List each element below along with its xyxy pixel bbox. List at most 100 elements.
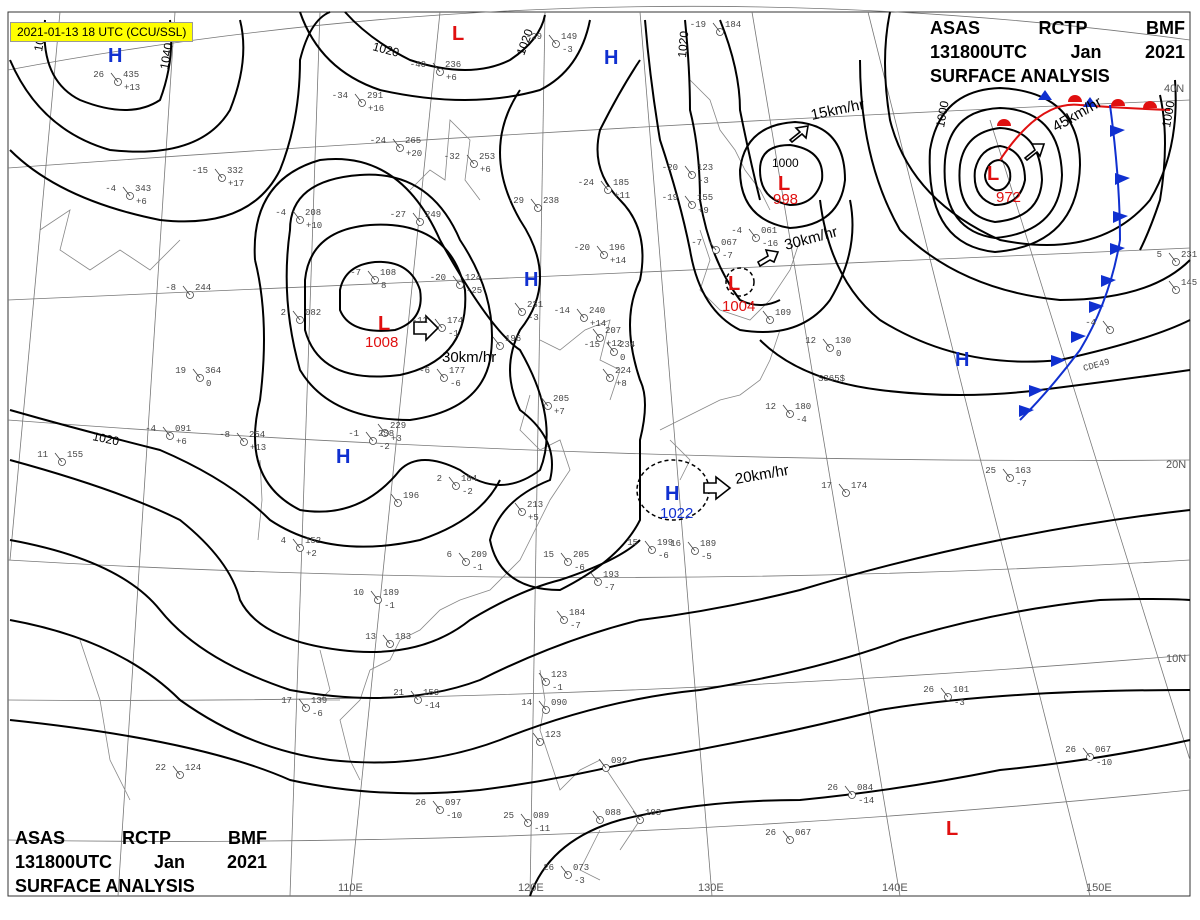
station-pressure: 207 [605, 326, 621, 336]
wind-barb [292, 210, 301, 221]
station-tendency: -1 [448, 329, 459, 339]
station-pressure: 193 [603, 570, 619, 580]
wind-barb [432, 62, 441, 73]
station-plot: -20 123 -3 [662, 163, 713, 186]
station-tendency: -7 [604, 583, 615, 593]
station-tendency: -1 [472, 563, 483, 573]
station-tendency: +6 [136, 197, 147, 207]
station-pressure: 152 [305, 536, 321, 546]
station-pressure: 101 [953, 685, 969, 695]
station-temp: 26 [923, 685, 934, 695]
station-plot: -15 332 +17 [192, 166, 244, 189]
station-plot: 16 189 -5 [670, 539, 716, 562]
header-word: BMF [1145, 18, 1185, 38]
station-temp: -34 [332, 91, 348, 101]
station-plot: -24 185 +11 [578, 178, 630, 201]
wind-barb [712, 22, 721, 33]
front-symbols [997, 90, 1157, 417]
station-pressure: 249 [425, 210, 441, 220]
station-plot: 193-7 [590, 570, 619, 593]
station-pressure: 180 [795, 402, 811, 412]
station-pressure: 265 [405, 136, 421, 146]
station-plot: 4 152 +2 [281, 536, 322, 559]
station-plot: 109 [762, 308, 791, 324]
station-plot: 10 189 -1 [353, 588, 399, 611]
station-temp: -19 [662, 193, 678, 203]
isobar [758, 143, 824, 207]
header-line-2: 131800UTC Jan 2021 [930, 40, 1185, 64]
station-plot: -4 091 +6 [145, 424, 191, 447]
station-temp: -29 [508, 196, 524, 206]
station-pressure: 150 [423, 688, 439, 698]
station-temp: 19 [175, 366, 186, 376]
station-temp: 15 [627, 538, 638, 548]
station-tendency: -10 [446, 811, 462, 821]
wind-barb [466, 154, 475, 165]
wind-barb [412, 212, 421, 223]
station-temp: -7 [350, 268, 361, 278]
station-plot: 207+12 [592, 326, 622, 349]
wind-barb [596, 245, 605, 256]
occluded-front-triangle [1038, 90, 1052, 100]
isobar [9, 689, 1191, 795]
wind-barb [370, 590, 379, 601]
station-tendency: +14 [590, 319, 606, 329]
wind-barb [172, 765, 181, 776]
station-pressure: 205 [553, 394, 569, 404]
isobar [304, 223, 467, 378]
high-center: H [108, 45, 122, 67]
station-pressure: 199 [657, 538, 673, 548]
station-pressure: 240 [589, 306, 605, 316]
station-pressure: 189 [700, 539, 716, 549]
coastline [409, 119, 481, 201]
station-temp: -12 [412, 316, 428, 326]
center-pressure: 1022 [660, 505, 693, 522]
station-temp: 16 [670, 539, 681, 549]
coastline [699, 229, 801, 321]
station-plot: 12 130 0 [805, 336, 851, 359]
header-line-1: ASAS RCTP BMF [930, 16, 1185, 40]
station-temp: -20 [662, 163, 678, 173]
station-temp: -4 [145, 424, 156, 434]
station-plot: 2 184 -2 [437, 474, 478, 497]
low-center: L [987, 163, 999, 185]
station-temp: 4 [281, 536, 286, 546]
station-plot: 15 205 -6 [543, 550, 589, 573]
station-temp: 26 [543, 863, 554, 873]
wind-barb [514, 302, 523, 313]
station-plot: 092 [598, 756, 627, 772]
wind-barb [687, 541, 696, 552]
isobar [973, 144, 1027, 207]
isobar [719, 19, 761, 201]
coastline [339, 669, 371, 781]
station-temp: 12 [805, 336, 816, 346]
station-plot: 196 [492, 334, 521, 350]
station-pressure: 149 [561, 32, 577, 42]
station-pressure: 145 [1181, 278, 1197, 288]
coastline [689, 79, 771, 211]
station-plots: 26 435+13-15 332+17-4 343+6-34 291+16-24 265+… [37, 20, 1197, 886]
isobar [9, 19, 245, 153]
station-plot: 229+3 [377, 421, 406, 444]
isobar [253, 158, 548, 513]
station-tendency: 8 [381, 281, 386, 291]
parallel-line [7, 559, 1191, 578]
motion-arrow [788, 125, 809, 144]
wind-barb [410, 690, 419, 701]
dashed-ring [725, 267, 755, 297]
station-pressure: 184 [725, 20, 741, 30]
warm-front-semicircle [1068, 95, 1082, 102]
motion-arrow [1023, 143, 1046, 162]
station-temp: 10 [353, 588, 364, 598]
cold-front-triangle [1051, 355, 1066, 367]
station-tendency: -11 [534, 824, 550, 834]
station-plot: -29 149 -3 [526, 32, 577, 55]
station-pressure: 073 [573, 863, 589, 873]
station-plot: -14 240 +14 [554, 306, 606, 329]
station-plot: 231-3 [514, 300, 543, 323]
coastline [369, 519, 541, 671]
station-temp: -27 [390, 210, 406, 220]
station-tendency: -10 [1096, 758, 1112, 768]
station-plot: 11 155 [37, 450, 83, 466]
